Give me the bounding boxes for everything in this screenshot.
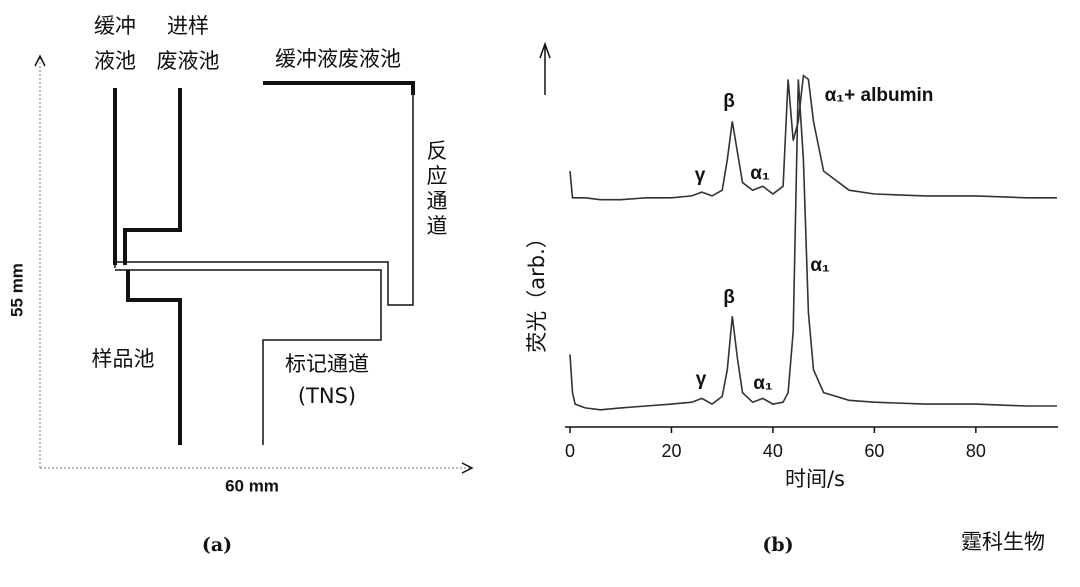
channel bbox=[263, 81, 415, 95]
peak-label: α₁ bbox=[750, 163, 770, 184]
x-tick-label: 0 bbox=[565, 441, 575, 461]
label: 标记通道 bbox=[285, 352, 369, 376]
caption: (b) bbox=[762, 534, 793, 556]
x-axis-label: 时间/s bbox=[785, 467, 845, 491]
label: 道 bbox=[427, 214, 448, 238]
label: 缓冲 bbox=[94, 14, 136, 38]
peak-label: α₁+ albumin bbox=[825, 85, 934, 106]
channel bbox=[114, 95, 414, 306]
label: (TNS) bbox=[298, 384, 356, 408]
y-arrow bbox=[539, 41, 551, 95]
x-tick-label: 20 bbox=[661, 441, 681, 461]
peak-label: γ bbox=[695, 165, 706, 186]
dimension-label: 55 mm bbox=[7, 263, 26, 317]
channel bbox=[123, 88, 182, 265]
channel bbox=[115, 269, 382, 445]
label: 液池 bbox=[94, 49, 136, 73]
trace bbox=[569, 74, 1057, 201]
label: 样品池 bbox=[92, 347, 155, 371]
peak-label: β bbox=[723, 91, 735, 112]
microchip-diagram bbox=[34, 54, 474, 474]
peak-label: α₁ bbox=[753, 373, 773, 394]
caption: (a) bbox=[202, 534, 232, 556]
x-tick-label: 80 bbox=[966, 441, 986, 461]
peak-label: α₁ bbox=[810, 255, 830, 276]
label: 进样 bbox=[167, 14, 209, 38]
trace bbox=[569, 79, 1057, 411]
channel bbox=[126, 270, 182, 445]
peak-label: γ bbox=[696, 369, 707, 390]
label: 反 bbox=[427, 139, 448, 163]
x-tick-label: 40 bbox=[763, 441, 783, 461]
dimension-line bbox=[39, 58, 470, 469]
label: 缓冲液废液池 bbox=[275, 47, 401, 71]
label: 废液池 bbox=[157, 49, 220, 73]
label: 应 bbox=[427, 164, 448, 188]
watermark: 霆科生物 bbox=[961, 530, 1045, 554]
label: 通 bbox=[427, 189, 448, 213]
dimension-arrow bbox=[34, 54, 474, 474]
y-axis-label: 荧光（arb.） bbox=[525, 227, 549, 353]
x-tick-label: 60 bbox=[864, 441, 884, 461]
dimension-label: 60 mm bbox=[225, 476, 279, 495]
peak-label: β bbox=[723, 287, 735, 308]
